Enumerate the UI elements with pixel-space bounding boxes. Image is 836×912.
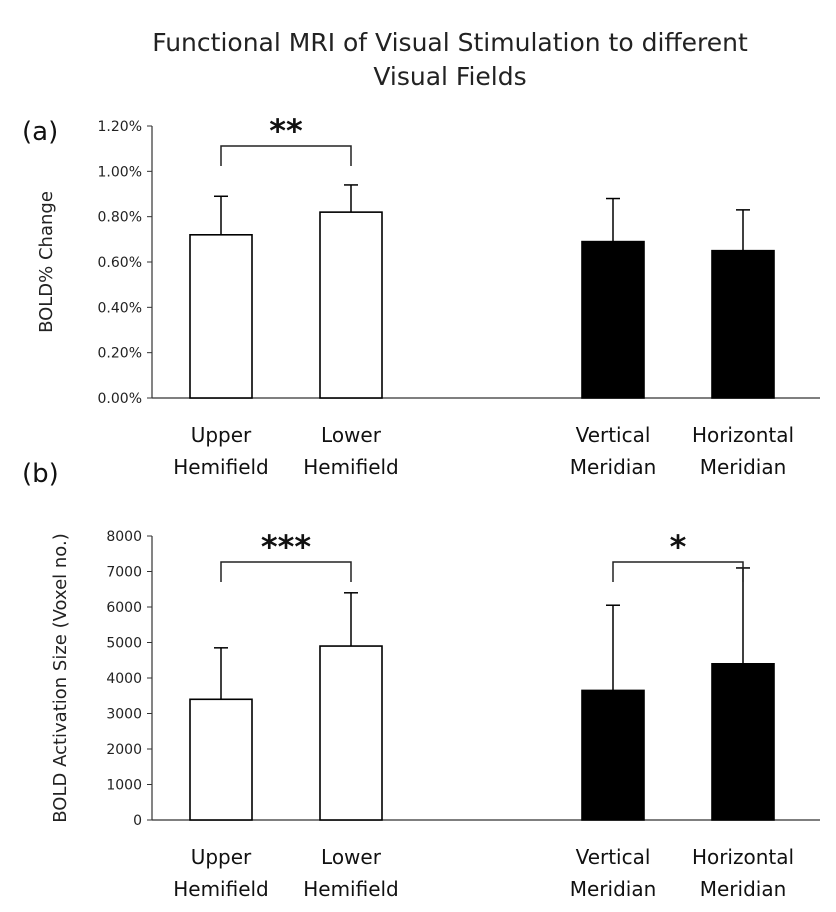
panel-a-bar: [189, 234, 253, 399]
panel-b-category-label: Lower: [321, 845, 382, 869]
panel-b-ytick-label: 2000: [106, 742, 142, 758]
panel-b-ytick-label: 3000: [106, 707, 142, 723]
panel-b-ytick-label: 7000: [106, 565, 142, 581]
panel-a-significance-bracket: [220, 145, 352, 166]
panel-b-ytick-label: 1000: [106, 778, 142, 794]
panel-b-significance-bracket: [220, 561, 352, 582]
panel-a-category-label: Hemifield: [173, 455, 269, 479]
panel-a-ytick-label: 1.00%: [98, 164, 142, 180]
panel-a-bar: [581, 240, 645, 399]
panel-b-category-label: Vertical: [576, 845, 651, 869]
panel-a-ylabel: BOLD% Change: [36, 191, 57, 333]
panel-b-bar: [581, 689, 645, 821]
panel-a-ytick-label: 0.40%: [98, 300, 142, 316]
panel-a-category-label: Lower: [321, 423, 382, 447]
panel-a-ytick-label: 0.20%: [98, 346, 142, 362]
panel-b-category-label: Meridian: [570, 877, 657, 901]
panel-a-significance-stars: **: [269, 112, 303, 150]
panel-b-bar: [319, 645, 383, 821]
panel-b-ytick-label: 0: [133, 813, 142, 829]
panel-a-category-label: Vertical: [576, 423, 651, 447]
panel-b-ytick-label: 5000: [106, 636, 142, 652]
panel-a-ytick-label: 0.80%: [98, 210, 142, 226]
panel-b-label: (b): [22, 459, 59, 489]
panel-a-ytick-label: 0.60%: [98, 255, 142, 271]
panel-b-category-label: Meridian: [700, 877, 787, 901]
panel-b-significance-bracket: [612, 561, 744, 582]
panel-a-bar: [711, 249, 775, 399]
panel-b-ylabel: BOLD Activation Size (Voxel no.): [50, 533, 71, 822]
panel-a-ytick-label: 0.00%: [98, 391, 142, 407]
panel-b-ytick-label: 8000: [106, 529, 142, 545]
panel-b-ytick-label: 6000: [106, 600, 142, 616]
panel-b-category-label: Upper: [191, 845, 252, 869]
panel-a-category-label: Horizontal: [692, 423, 794, 447]
chart-title-line-1: Functional MRI of Visual Stimulation to …: [152, 28, 748, 57]
panel-a-bar: [319, 211, 383, 399]
panel-a-category-label: Hemifield: [303, 455, 399, 479]
panel-b-bar: [711, 662, 775, 821]
panel-b-ytick-label: 4000: [106, 671, 142, 687]
panel-b-significance-stars: ***: [261, 528, 311, 566]
panel-b-category-label: Hemifield: [173, 877, 269, 901]
panel-b-category-label: Horizontal: [692, 845, 794, 869]
chart-title-line-2: Visual Fields: [373, 62, 527, 91]
panel-a-category-label: Upper: [191, 423, 252, 447]
panel-b-bar: [189, 698, 253, 821]
panel-a-category-label: Meridian: [700, 455, 787, 479]
panel-a-label: (a): [22, 117, 58, 147]
panel-a-category-label: Meridian: [570, 455, 657, 479]
panel-b-significance-stars: *: [670, 528, 687, 566]
panel-b-category-label: Hemifield: [303, 877, 399, 901]
panel-a-ytick-label: 1.20%: [98, 119, 142, 135]
